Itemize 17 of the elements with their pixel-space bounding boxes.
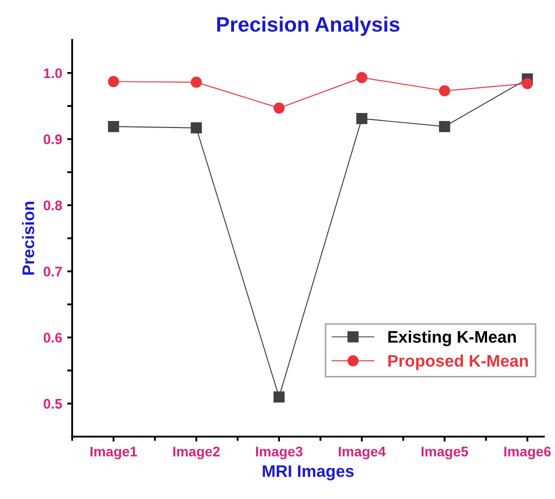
y-tick-label: 0.6 <box>44 332 62 343</box>
legend-label: Proposed K-Mean <box>388 354 528 370</box>
x-tick-label: Image1 <box>90 446 138 460</box>
x-tick-label: Image3 <box>256 446 302 460</box>
x-tick-label: Image5 <box>422 446 468 460</box>
x-tick-label: Image6 <box>504 446 551 460</box>
y-tick-label: 0.9 <box>44 134 62 144</box>
x-tick-label: Image4 <box>338 446 386 460</box>
y-tick-label: 0.8 <box>44 200 62 210</box>
x-axis-title: MRI Images <box>262 465 354 480</box>
y-tick-label: 0.5 <box>44 398 62 409</box>
x-tick-label: Image2 <box>173 446 220 460</box>
chart-title: Precision Analysis <box>217 16 400 36</box>
y-axis-title: Precision <box>22 202 34 275</box>
y-tick-label: 1.0 <box>44 68 62 78</box>
legend-label: Existing K-Mean <box>388 330 516 346</box>
y-tick-label: 0.7 <box>44 266 62 276</box>
